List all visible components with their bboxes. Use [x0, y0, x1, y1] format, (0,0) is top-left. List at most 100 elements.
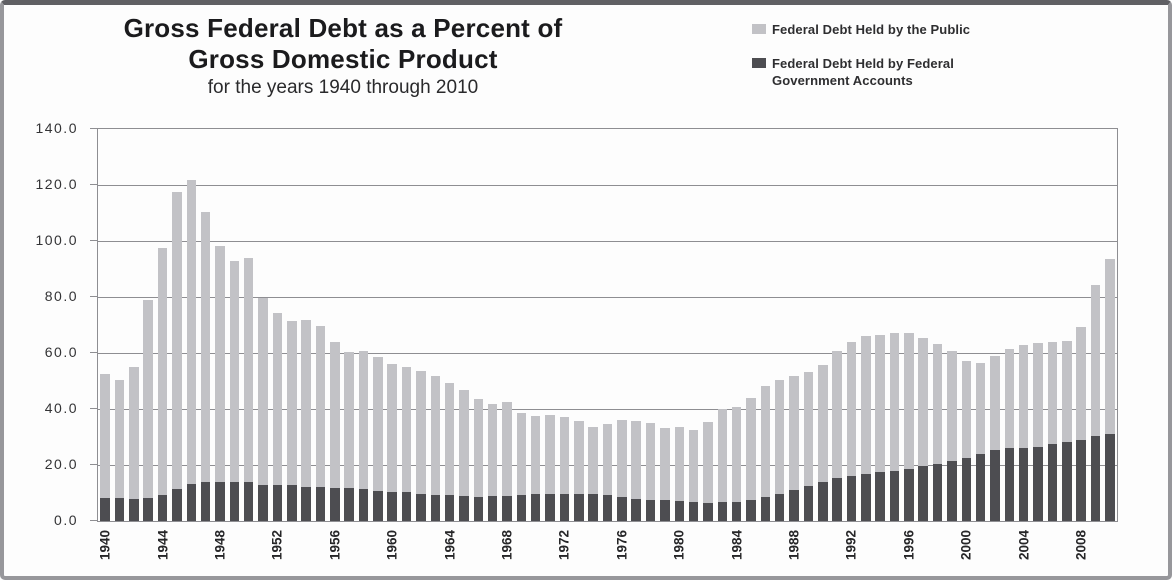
y-axis-tick-mark — [90, 352, 97, 353]
bar-gov-accounts-segment — [487, 495, 498, 521]
bar-gov-accounts-segment — [961, 457, 972, 521]
y-axis-tick-mark — [90, 464, 97, 465]
bar-gov-accounts-segment — [861, 473, 871, 521]
bar-public-segment — [344, 351, 354, 488]
bar-public-segment — [358, 351, 369, 489]
bar-gov-accounts-segment — [258, 485, 268, 521]
bar-public-segment — [818, 364, 828, 483]
bar-public-segment — [559, 417, 570, 495]
plot-area — [97, 128, 1118, 522]
x-axis-tick-label: 1996 — [901, 529, 917, 561]
bar-public-segment — [875, 334, 885, 473]
x-axis-tick-label: 1968 — [499, 529, 515, 561]
bar-gov-accounts-segment — [918, 466, 928, 521]
bar-public-segment — [229, 260, 240, 482]
x-axis-tick-label: 1940 — [97, 529, 113, 561]
bar-gov-accounts-segment — [287, 485, 297, 521]
bar-gov-accounts-segment — [1004, 448, 1015, 521]
bar-public-segment — [473, 398, 484, 497]
gridline — [98, 185, 1117, 186]
bar-public-segment — [1090, 285, 1101, 436]
bar-public-segment — [387, 363, 397, 492]
bar-public-segment — [243, 257, 254, 483]
bar-gov-accounts-segment — [617, 496, 627, 521]
bar-gov-accounts-segment — [545, 493, 555, 521]
bar-public-segment — [846, 341, 857, 477]
bar-gov-accounts-segment — [157, 494, 168, 521]
bar-gov-accounts-segment — [731, 502, 742, 521]
y-axis-tick-label: 140.0 — [35, 120, 78, 136]
public-series-swatch-icon — [752, 24, 766, 34]
bar-public-segment — [574, 421, 584, 495]
bar-public-segment — [617, 419, 627, 497]
bar-public-segment — [889, 333, 900, 471]
bar-public-segment — [301, 319, 311, 487]
y-axis-tick-label: 20.0 — [44, 456, 78, 472]
bar-public-segment — [947, 350, 957, 461]
x-axis-tick-label: 1988 — [786, 529, 802, 561]
bar-public-segment — [861, 335, 871, 474]
bar-public-segment — [157, 247, 168, 495]
bar-public-segment — [660, 428, 670, 500]
x-axis-tick-label: 1992 — [843, 529, 859, 561]
bar-gov-accounts-segment — [143, 498, 153, 521]
y-axis-tick-label: 100.0 — [35, 232, 78, 248]
bar-public-segment — [215, 245, 225, 482]
bar-gov-accounts-segment — [301, 486, 311, 521]
bar-public-segment — [1018, 344, 1029, 448]
bar-gov-accounts-segment — [1105, 433, 1115, 521]
bar-gov-accounts-segment — [774, 493, 785, 521]
bar-public-segment — [172, 192, 182, 490]
bar-gov-accounts-segment — [904, 468, 914, 521]
bar-gov-accounts-segment — [186, 484, 197, 521]
y-axis-tick-mark — [90, 184, 97, 185]
x-axis-tick-label: 1952 — [269, 529, 285, 561]
bar-gov-accounts-segment — [703, 502, 713, 521]
bar-public-segment — [258, 298, 268, 486]
y-axis-tick-mark — [90, 296, 97, 297]
bar-public-segment — [272, 312, 283, 486]
bar-public-segment — [832, 351, 842, 478]
bar-gov-accounts-segment — [975, 454, 986, 521]
bar-gov-accounts-segment — [660, 499, 670, 521]
bar-gov-accounts-segment — [688, 502, 699, 521]
page-title: Gross Federal Debt as a Percent of — [123, 13, 563, 43]
bar-public-segment — [1033, 343, 1043, 447]
bar-public-segment — [1004, 348, 1015, 449]
bar-public-segment — [688, 430, 699, 503]
bar-public-segment — [143, 299, 153, 499]
bar-public-segment — [990, 356, 1000, 451]
bar-public-segment — [287, 321, 297, 486]
bar-gov-accounts-segment — [832, 477, 842, 521]
bar-gov-accounts-segment — [516, 494, 527, 521]
bar-public-segment — [487, 403, 498, 496]
legend-item-gov-accounts: Federal Debt Held by Federal Government … — [752, 55, 972, 89]
bar-public-segment — [330, 342, 340, 488]
bar-gov-accounts-segment — [645, 499, 656, 521]
bar-gov-accounts-segment — [746, 500, 756, 521]
bar-public-segment — [746, 398, 756, 500]
bar-gov-accounts-segment — [530, 494, 541, 521]
bar-public-segment — [631, 420, 641, 499]
chart-subtitle: for the years 1940 through 2010 — [207, 77, 479, 98]
x-axis-tick-label: 2008 — [1073, 529, 1089, 561]
bar-public-segment — [373, 357, 383, 492]
bar-gov-accounts-segment — [803, 486, 814, 521]
bar-gov-accounts-segment — [846, 476, 857, 521]
bar-gov-accounts-segment — [588, 493, 598, 521]
bar-gov-accounts-segment — [1090, 435, 1101, 521]
bar-public-segment — [186, 180, 197, 485]
bar-public-segment — [918, 337, 928, 467]
bar-gov-accounts-segment — [574, 494, 584, 521]
bar-public-segment — [502, 402, 512, 496]
chart-title-block: Gross Federal Debt as a Percent of Gross… — [58, 13, 628, 100]
bar-gov-accounts-segment — [889, 470, 900, 521]
x-axis-tick-label: 2004 — [1016, 529, 1032, 561]
bar-gov-accounts-segment — [430, 494, 441, 521]
y-axis-tick-mark — [90, 128, 97, 129]
x-axis-tick-label: 1948 — [212, 529, 228, 561]
bar-gov-accounts-segment — [602, 494, 613, 521]
bar-gov-accounts-segment — [1062, 442, 1072, 521]
y-axis-tick-mark — [90, 520, 97, 521]
bar-public-segment — [444, 382, 455, 495]
